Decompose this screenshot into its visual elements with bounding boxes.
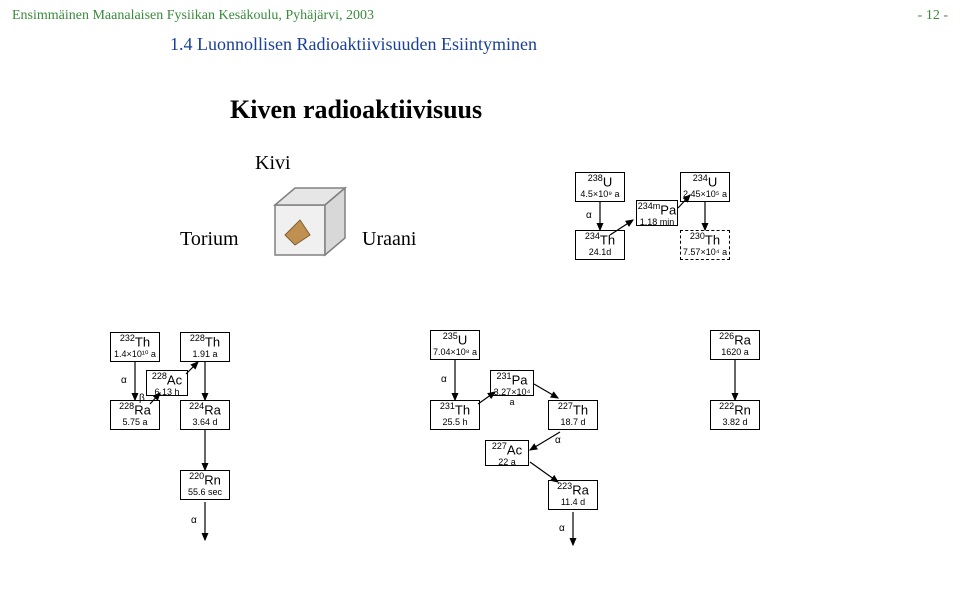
nuclide-halflife: 6.13 h	[147, 388, 187, 398]
nuclide-halflife: 22 a	[486, 458, 528, 468]
nuclide-halflife: 4.5×10⁹ a	[576, 190, 624, 200]
nuclide-halflife: 1.18 min	[637, 218, 677, 228]
nuclide-symbol: 231Th	[431, 402, 479, 418]
nuclide-symbol: 224Ra	[181, 402, 229, 418]
nuclide-symbol: 230Th	[681, 232, 729, 248]
nuclide-symbol: 227Ac	[486, 442, 528, 458]
nuclide-halflife: 3.27×10⁴ a	[491, 388, 533, 408]
nuclide-symbol: 228Ac	[147, 372, 187, 388]
torium-label: Torium	[180, 228, 239, 251]
nuclide-ra223: 223Ra11.4 d	[548, 480, 598, 510]
nuclide-halflife: 11.4 d	[549, 498, 597, 508]
nuclide-rn222: 222Rn3.82 d	[710, 400, 760, 430]
nuclide-ra224: 224Ra3.64 d	[180, 400, 230, 430]
decay-arrows	[0, 0, 960, 610]
nuclide-u234: 234U2.45×10⁵ a	[680, 172, 730, 202]
nuclide-rn220: 220Rn55.6 sec	[180, 470, 230, 500]
nuclide-symbol: 220Rn	[181, 472, 229, 488]
nuclide-halflife: 1620 a	[711, 348, 759, 358]
decay-label: α	[559, 523, 565, 534]
nuclide-symbol: 222Rn	[711, 402, 759, 418]
nuclide-symbol: 228Ra	[111, 402, 159, 418]
page-header-right: - 12 -	[918, 8, 948, 24]
nuclide-symbol: 232Th	[111, 334, 159, 350]
nuclide-symbol: 234Th	[576, 232, 624, 248]
nuclide-symbol: 231Pa	[491, 372, 533, 388]
nuclide-halflife: 24.1d	[576, 248, 624, 258]
nuclide-ac228: 228Ac6.13 h	[146, 370, 188, 396]
nuclide-pa234m: 234mPa1.18 min	[636, 200, 678, 226]
nuclide-ac227: 227Ac22 a	[485, 440, 529, 466]
decay-label: α	[121, 375, 127, 386]
nuclide-halflife: 18.7 d	[549, 418, 597, 428]
nuclide-symbol: 223Ra	[549, 482, 597, 498]
decay-label: α	[586, 210, 592, 221]
nuclide-symbol: 234U	[681, 174, 729, 190]
nuclide-th232: 232Th1.4×10¹⁰ a	[110, 332, 160, 362]
nuclide-halflife: 1.91 a	[181, 350, 229, 360]
decay-label: β	[139, 393, 145, 404]
nuclide-pa231: 231Pa3.27×10⁴ a	[490, 370, 534, 396]
nuclide-symbol: 227Th	[549, 402, 597, 418]
nuclide-th227: 227Th18.7 d	[548, 400, 598, 430]
nuclide-halflife: 25.5 h	[431, 418, 479, 428]
page-header-left: Ensimmäinen Maanalaisen Fysiikan Kesäkou…	[12, 8, 374, 24]
decay-label: α	[555, 435, 561, 446]
rock-cube-icon	[265, 180, 355, 250]
nuclide-symbol: 228Th	[181, 334, 229, 350]
nuclide-th234: 234Th24.1d	[575, 230, 625, 260]
uraani-label: Uraani	[362, 228, 416, 251]
nuclide-th230: 230Th7.57×10⁴ a	[680, 230, 730, 260]
nuclide-halflife: 3.82 d	[711, 418, 759, 428]
nuclide-halflife: 2.45×10⁵ a	[681, 190, 729, 200]
nuclide-halflife: 1.4×10¹⁰ a	[111, 350, 159, 360]
section-title: 1.4 Luonnollisen Radioaktiivisuuden Esii…	[170, 34, 537, 55]
nuclide-halflife: 55.6 sec	[181, 488, 229, 498]
nuclide-symbol: 238U	[576, 174, 624, 190]
nuclide-halflife: 7.04×10⁸ a	[431, 348, 479, 358]
nuclide-u238: 238U4.5×10⁹ a	[575, 172, 625, 202]
nuclide-symbol: 234mPa	[637, 202, 677, 218]
decay-label: α	[191, 515, 197, 526]
nuclide-ra228: 228Ra5.75 a	[110, 400, 160, 430]
nuclide-halflife: 5.75 a	[111, 418, 159, 428]
decay-label: α	[441, 374, 447, 385]
nuclide-symbol: 226Ra	[711, 332, 759, 348]
nuclide-halflife: 3.64 d	[181, 418, 229, 428]
nuclide-symbol: 235U	[431, 332, 479, 348]
nuclide-th228: 228Th1.91 a	[180, 332, 230, 362]
nuclide-th231: 231Th25.5 h	[430, 400, 480, 430]
kivi-label: Kivi	[255, 152, 291, 175]
nuclide-ra226: 226Ra1620 a	[710, 330, 760, 360]
nuclide-u235: 235U7.04×10⁸ a	[430, 330, 480, 360]
main-title: Kiven radioaktiivisuus	[230, 95, 482, 125]
nuclide-halflife: 7.57×10⁴ a	[681, 248, 729, 258]
